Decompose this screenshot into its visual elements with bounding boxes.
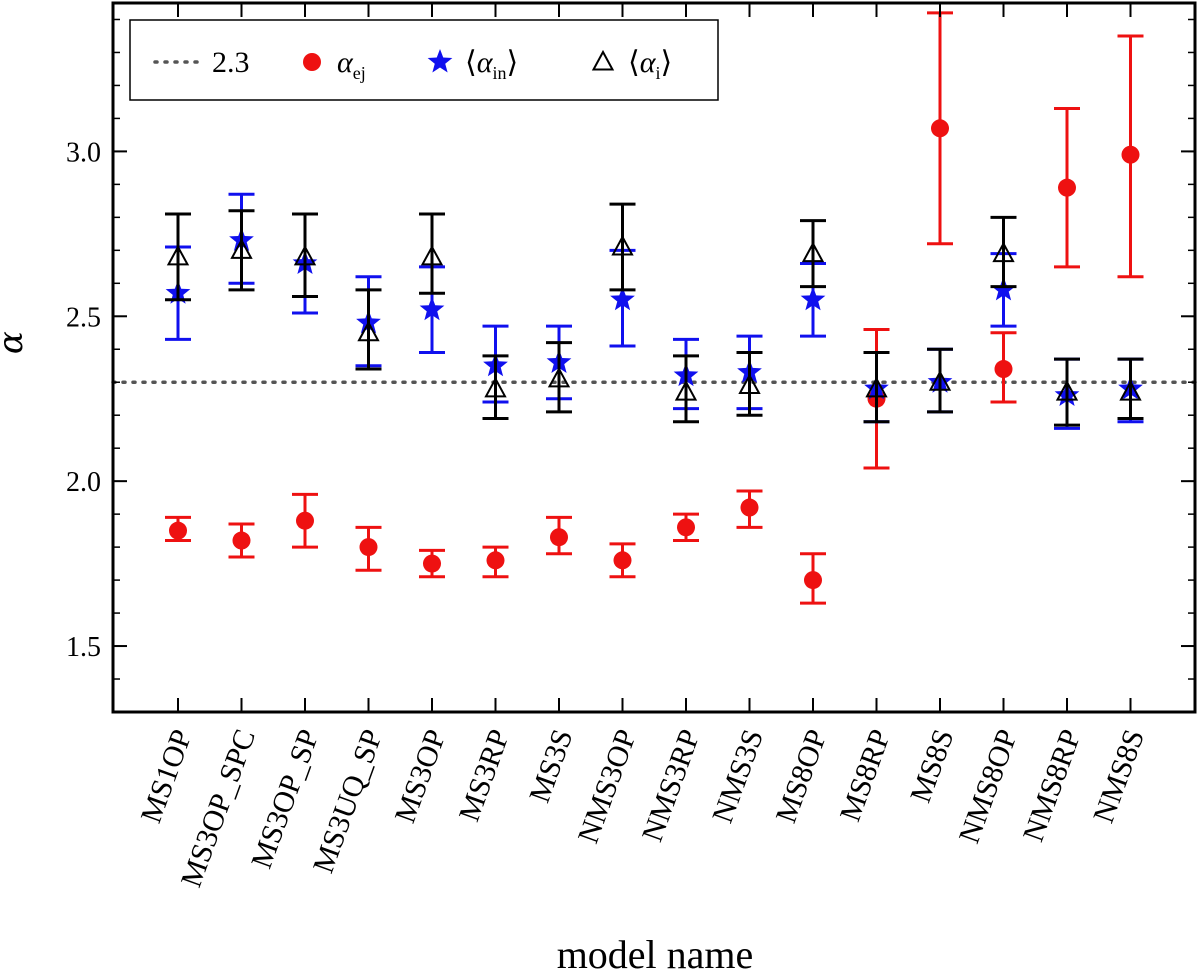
point-ej bbox=[296, 511, 314, 530]
point-i bbox=[1119, 380, 1142, 401]
legend-series-items: αej ⟨αin⟩ ⟨αi⟩ bbox=[303, 46, 672, 83]
x-tick-label: MS1OP bbox=[134, 725, 198, 827]
point-ej bbox=[613, 551, 632, 570]
point-ej bbox=[486, 551, 505, 570]
x-tick-label: NMS3S bbox=[706, 725, 770, 827]
point-i bbox=[547, 366, 571, 388]
point-ej bbox=[994, 360, 1013, 379]
y-tick-label: 3.0 bbox=[66, 137, 101, 168]
legend-label-ej: αej bbox=[337, 46, 366, 83]
point-ej bbox=[1121, 145, 1140, 164]
point-ej bbox=[232, 531, 251, 550]
legend-marker-in bbox=[427, 49, 453, 73]
legend-label-i: ⟨αi⟩ bbox=[628, 46, 672, 83]
point-i bbox=[484, 376, 507, 398]
x-tick-label: MS8RP bbox=[834, 725, 898, 826]
point-i bbox=[738, 373, 761, 395]
point-ej bbox=[677, 518, 695, 537]
legend-item-reference: 2.3 bbox=[153, 46, 250, 79]
point-ej bbox=[1058, 178, 1076, 197]
x-tick-label: MS8S bbox=[904, 725, 961, 807]
point-i bbox=[992, 241, 1015, 263]
y-axis: 1.5 2.0 2.5 3.0 bbox=[66, 18, 1195, 680]
y-tick-label: 1.5 bbox=[66, 632, 101, 663]
y-axis-label: α bbox=[0, 331, 31, 354]
x-tick-label: NMS3RP bbox=[636, 725, 707, 846]
point-i bbox=[801, 241, 825, 263]
point-i bbox=[611, 234, 634, 256]
x-axis-label: model name bbox=[557, 932, 754, 976]
legend-label-in: ⟨αin⟩ bbox=[465, 46, 518, 83]
point-i bbox=[928, 370, 952, 391]
point-i bbox=[674, 380, 698, 401]
x-tick-label: NMS8OP bbox=[953, 725, 1024, 848]
point-ej bbox=[423, 554, 441, 573]
x-tick-label: MS3OP bbox=[388, 725, 452, 827]
legend-box bbox=[129, 19, 719, 101]
point-i bbox=[293, 244, 317, 266]
x-tick-label: NMS8RP bbox=[1017, 725, 1088, 846]
point-ej bbox=[931, 119, 949, 138]
point-in bbox=[991, 276, 1016, 301]
x-tick-label: NMS8S bbox=[1087, 725, 1151, 827]
point-i bbox=[230, 238, 253, 259]
x-tick-label: MS3RP bbox=[453, 725, 517, 826]
point-in bbox=[800, 286, 826, 311]
x-tick-label: MS3S bbox=[523, 725, 580, 807]
point-i bbox=[865, 376, 888, 398]
point-ej bbox=[740, 498, 759, 517]
legend: 2.3 αej ⟨αin⟩ ⟨αi⟩ bbox=[129, 19, 719, 101]
legend-reference-label: 2.3 bbox=[212, 46, 250, 79]
point-ej bbox=[550, 528, 568, 547]
point-in bbox=[610, 286, 635, 311]
point-ej bbox=[804, 571, 822, 590]
point-i bbox=[166, 244, 190, 266]
legend-marker-i bbox=[591, 49, 615, 71]
point-in bbox=[419, 296, 445, 321]
point-ej bbox=[359, 538, 378, 557]
point-ej bbox=[169, 521, 187, 540]
legend-marker-ej bbox=[303, 53, 321, 71]
plot-frame bbox=[111, 1, 1197, 714]
x-tick-label: NMS3OP bbox=[572, 725, 643, 848]
plot-marks bbox=[111, 11, 1197, 605]
x-tick-label: MS8OP bbox=[769, 725, 833, 827]
point-i bbox=[420, 244, 444, 266]
point-i bbox=[1055, 380, 1079, 401]
point-i bbox=[357, 320, 380, 342]
y-tick-label: 2.0 bbox=[66, 467, 101, 498]
y-tick-label: 2.5 bbox=[66, 302, 101, 333]
